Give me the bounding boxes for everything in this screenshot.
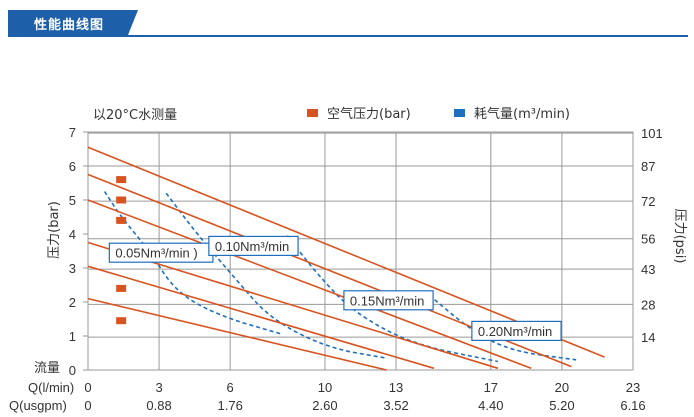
air-label-text: 0.10Nm³/min [215, 239, 289, 254]
pressure-marker [116, 317, 127, 325]
y-tick-right: 43 [641, 262, 655, 277]
x-tick-usgpm: 0 [84, 398, 91, 413]
y-tick-right: 14 [641, 330, 655, 345]
x-tick-lmin: 23 [626, 380, 640, 395]
y-tick-left: 2 [69, 295, 76, 310]
air-label-box [343, 290, 434, 311]
pressure-marker [116, 196, 127, 204]
plot-frame [87, 131, 634, 371]
y-tick-right: 28 [641, 297, 655, 312]
air-labels: 0.05Nm³/min ) 0.10Nm³/min 0.15Nm³/min 0.20N… [108, 235, 562, 341]
x-tick-lmin: 3 [155, 380, 162, 395]
x-tick-lmin: 10 [318, 380, 332, 395]
air-label-text: 0.20Nm³/min [478, 324, 552, 339]
air-label-box [208, 235, 299, 256]
header-tab [8, 10, 138, 36]
y-tick-right: 101 [641, 126, 663, 141]
y-axis-right-label: 压力(psi) [672, 209, 687, 264]
legend-swatch-pressure [307, 109, 318, 117]
y-tick-right: 72 [641, 194, 655, 209]
pressure-line [87, 241, 499, 370]
x-tick-usgpm: 6.16 [620, 398, 645, 413]
chart-note: 以20°C水测量 [93, 108, 177, 123]
x-tick-lmin: 13 [389, 380, 403, 395]
flow-label: 流量 [34, 361, 60, 376]
y-tick-left: 7 [69, 125, 76, 140]
pressure-marker [116, 284, 127, 292]
x-tick-usgpm: 2.60 [312, 398, 337, 413]
y-tick-left: 3 [69, 261, 76, 276]
header-divider [8, 35, 688, 37]
y-tick-left: 5 [69, 193, 76, 208]
legend-label-air: 耗气量(m³/min) [474, 106, 570, 122]
x-axis-lmin-label: Q(l/min) [28, 380, 74, 395]
chart-text: 以20°C水测量 空气压力(bar) 耗气量(m³/min) 压力(bar) 压… [9, 106, 687, 413]
x-tick-usgpm: 1.76 [218, 398, 243, 413]
x-tick-lmin: 17 [484, 380, 498, 395]
pressure-line [87, 297, 387, 371]
x-tick-usgpm: 4.40 [478, 398, 503, 413]
y-axis-left-label: 压力(bar) [47, 201, 62, 259]
page-title: 性能曲线图 [34, 18, 105, 33]
pressure-marker [116, 176, 127, 184]
y-tick-right: 56 [641, 232, 655, 247]
y-tick-right: 87 [641, 159, 655, 174]
y-tick-left: 1 [69, 329, 76, 344]
y-tick-left: 4 [69, 227, 76, 242]
legend-swatch-air [454, 109, 465, 117]
legend-label-pressure: 空气压力(bar) [327, 106, 411, 122]
x-axis-usgpm-label: Q(usgpm) [9, 398, 67, 413]
x-tick-lmin: 0 [84, 380, 91, 395]
x-tick-usgpm: 5.20 [549, 398, 574, 413]
x-tick-lmin: 20 [555, 380, 569, 395]
y-tick-left: 6 [69, 159, 76, 174]
air-label-text: 0.15Nm³/min [350, 293, 424, 308]
air-label-text: 0.05Nm³/min ) [115, 246, 197, 261]
x-tick-lmin: 6 [227, 380, 234, 395]
x-tick-usgpm: 0.88 [146, 398, 171, 413]
x-tick-usgpm: 3.52 [383, 398, 408, 413]
air-label-box [471, 320, 562, 341]
pressure-line [87, 199, 532, 370]
pressure-line [87, 265, 435, 370]
pressure-marker [116, 216, 127, 224]
y-tick-left: 0 [69, 363, 76, 378]
